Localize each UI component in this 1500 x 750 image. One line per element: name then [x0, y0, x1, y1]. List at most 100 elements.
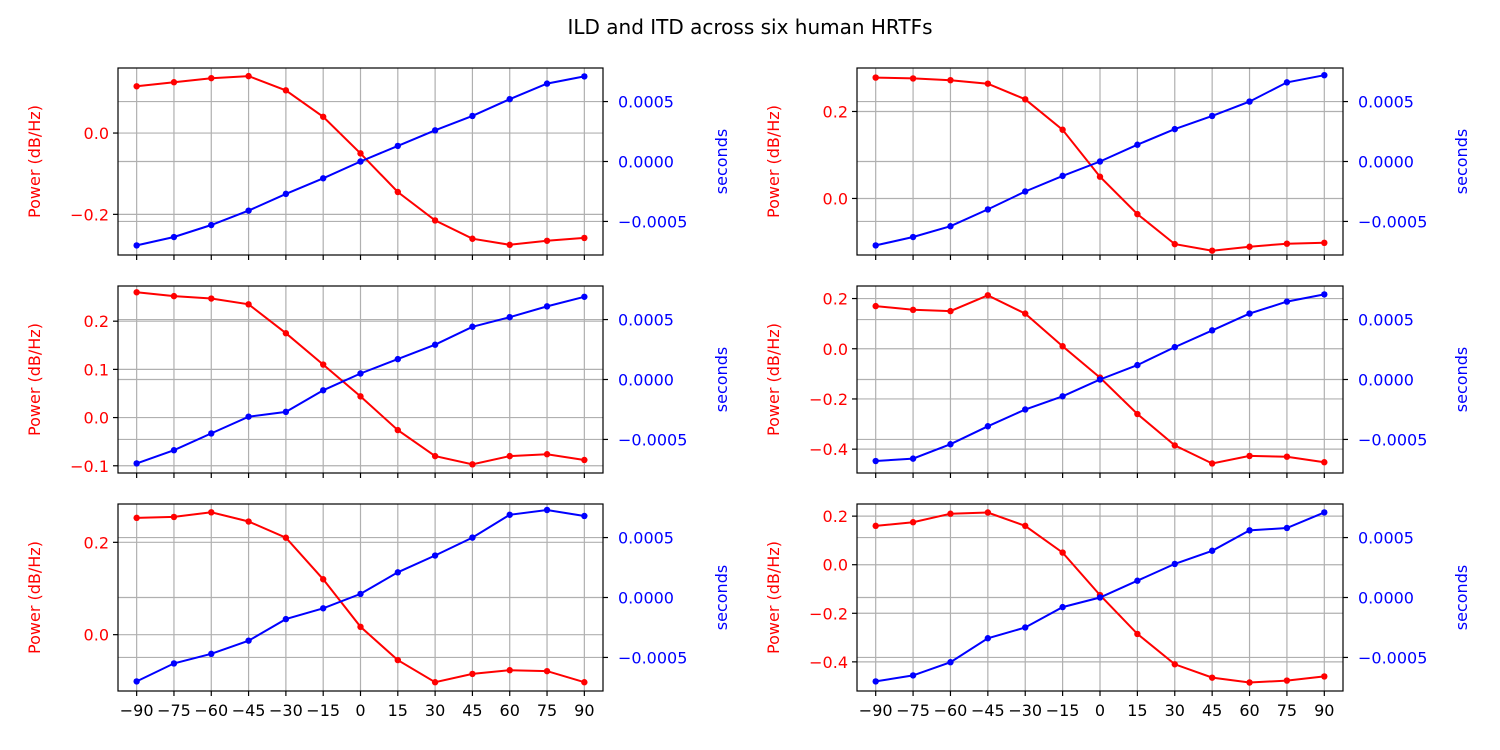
x-tick-label: 75 [1277, 701, 1297, 720]
itd-marker [506, 95, 513, 103]
ild-marker [984, 509, 992, 516]
ild-marker [208, 509, 215, 516]
y-tick-label-left: 0.2 [823, 102, 848, 121]
y-tick-label-right: 0.0005 [1358, 311, 1414, 330]
axes-frame [856, 67, 1344, 256]
itd-marker [543, 303, 551, 310]
itd-marker [1022, 188, 1029, 195]
itd-marker [984, 206, 992, 213]
itd-marker [1321, 71, 1328, 79]
itd-marker [319, 175, 327, 182]
ild-marker [1059, 126, 1066, 133]
y-tick-label-right: −0.0005 [618, 430, 687, 449]
x-tick-label: 60 [1239, 701, 1259, 720]
ild-marker [1059, 549, 1066, 556]
ild-marker [909, 519, 917, 526]
itd-marker [1022, 624, 1029, 631]
ild-marker [1321, 239, 1328, 247]
y-tick-label-right: 0.0000 [618, 371, 674, 390]
y-tick-label-left: 0.0 [823, 556, 848, 575]
y-tick-label-right: −0.0005 [1358, 648, 1427, 667]
ild-marker [1171, 240, 1178, 248]
ild-marker [543, 451, 551, 458]
y-tick-label-right: 0.0005 [1358, 529, 1414, 548]
itd-marker [1059, 603, 1066, 611]
ild-marker [872, 302, 879, 310]
y-tick-label-left: 0.2 [84, 312, 109, 331]
ild-marker [282, 87, 290, 94]
itd-marker [1134, 361, 1141, 369]
ild-marker [543, 237, 551, 244]
ild-marker [947, 76, 954, 84]
itd-marker [506, 313, 513, 321]
itd-marker [872, 242, 879, 249]
ild-marker [133, 514, 140, 522]
itd-marker [1208, 327, 1216, 334]
ild-marker [1059, 343, 1066, 350]
ild-marker [506, 241, 513, 249]
itd-marker [1246, 527, 1253, 534]
axes-frame [117, 503, 604, 692]
itd-marker [909, 233, 917, 241]
x-tick-label: 60 [500, 701, 520, 720]
itd-marker [319, 387, 327, 394]
ild-marker [506, 452, 513, 460]
ild-marker [1171, 442, 1178, 449]
itd-marker [357, 370, 364, 377]
y-axis-label-left: Power (dB/Hz) [764, 541, 783, 654]
itd-marker [872, 457, 879, 465]
ild-marker [1022, 96, 1029, 103]
axes-frame [117, 67, 604, 256]
ild-marker [394, 656, 402, 664]
itd-marker [1208, 112, 1216, 120]
ild-marker [170, 79, 178, 86]
itd-marker [1096, 594, 1104, 601]
ild-marker [1208, 460, 1216, 467]
itd-marker [431, 127, 439, 134]
subplot-grid: −0.2 0.0 −0.0005 0.0000 0.0005 Power (dB/Hz) s… [25, 67, 1471, 720]
y-tick-label-left: 0.1 [84, 360, 109, 379]
ild-marker [469, 235, 476, 242]
y-tick-label-left: −0.2 [70, 205, 109, 224]
y-tick-label-right: 0.0000 [1358, 589, 1414, 608]
ild-marker [1283, 453, 1291, 460]
x-tick-label: −75 [896, 701, 930, 720]
itd-marker [1171, 343, 1178, 351]
ild-marker [431, 452, 439, 460]
ild-marker [872, 522, 879, 530]
y-tick-label-right: 0.0005 [618, 311, 674, 330]
ild-marker [1208, 247, 1216, 254]
x-tick-label: 75 [537, 701, 557, 720]
itd-marker [506, 511, 513, 518]
ild-marker [1171, 661, 1178, 668]
itd-marker [947, 441, 954, 448]
ild-marker [1134, 630, 1141, 638]
itd-marker [1134, 577, 1141, 584]
ild-marker [581, 679, 588, 686]
itd-marker [1246, 98, 1253, 105]
ild-marker [469, 461, 476, 468]
ild-marker [133, 83, 140, 90]
subplot-6: −90 −75 −60 −45 −30 −15 0 15 30 45 60 75 90 −0.4 −0.2 0… [764, 503, 1471, 720]
itd-marker [431, 552, 439, 559]
x-tick-label: −90 [120, 701, 154, 720]
itd-marker [1022, 406, 1029, 413]
itd-marker [581, 512, 588, 520]
itd-marker [469, 112, 476, 120]
itd-marker [170, 233, 178, 241]
x-tick-label: −15 [1046, 701, 1080, 720]
ild-marker [947, 510, 954, 517]
itd-marker [469, 534, 476, 541]
y-tick-label-right: −0.0005 [1358, 430, 1427, 449]
ild-marker [543, 667, 551, 675]
y-axis-label-right: seconds [1452, 347, 1471, 412]
ild-marker [170, 292, 178, 300]
y-tick-label-right: −0.0005 [618, 648, 687, 667]
ild-marker [469, 670, 476, 678]
itd-marker [909, 672, 917, 679]
ild-marker [245, 72, 252, 80]
subplot-2: 0.0 0.2 −0.0005 0.0000 0.0005 Power (dB/Hz) se… [764, 67, 1471, 260]
itd-marker [245, 413, 252, 420]
figure-title: ILD and ITD across six human HRTFs [567, 15, 932, 39]
itd-marker [1283, 79, 1291, 86]
